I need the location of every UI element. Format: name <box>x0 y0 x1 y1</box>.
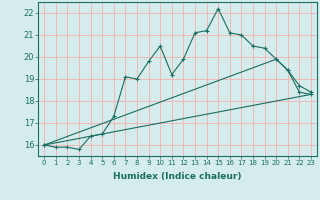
X-axis label: Humidex (Indice chaleur): Humidex (Indice chaleur) <box>113 172 242 181</box>
